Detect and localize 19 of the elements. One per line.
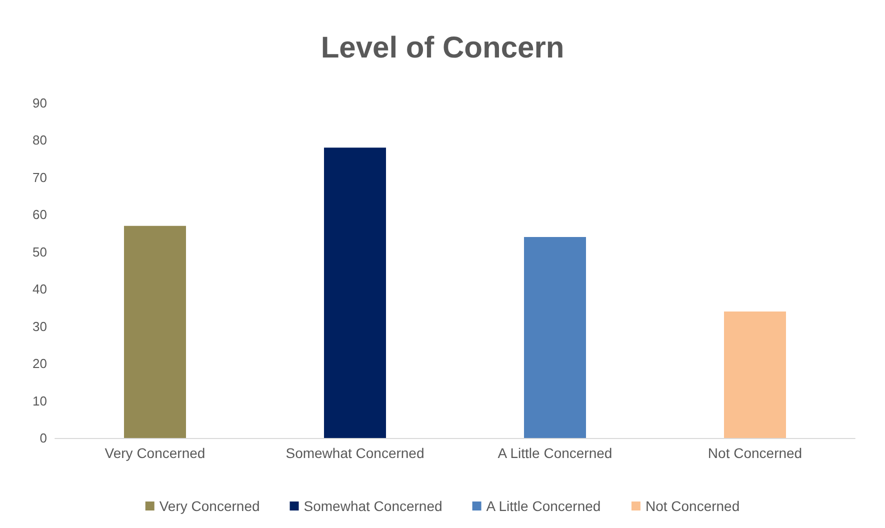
y-tick-label: 40 [32,282,47,297]
x-tick-label: Very Concerned [104,445,206,461]
legend-label: Very Concerned [159,498,260,514]
y-tick-label: 50 [32,244,47,260]
legend-label: A Little Concerned [486,498,601,514]
chart-title: Level of Concern [320,32,564,64]
legend-label: Not Concerned [645,498,740,514]
y-tick-label: 30 [32,318,47,334]
x-tick-label: Not Concerned [708,445,802,461]
y-tick-label: 70 [32,170,47,185]
y-tick-label: 90 [32,96,47,110]
x-tick-label: A Little Concerned [498,445,612,461]
legend-label: Somewhat Concerned [304,498,442,514]
x-tick-label: Somewhat Concerned [286,445,424,461]
y-tick-label: 0 [40,430,47,446]
y-tick-label: 80 [32,132,47,148]
y-tick-label: 60 [32,207,47,222]
y-tick-label: 20 [32,356,47,372]
y-tick-label: 10 [32,393,47,408]
